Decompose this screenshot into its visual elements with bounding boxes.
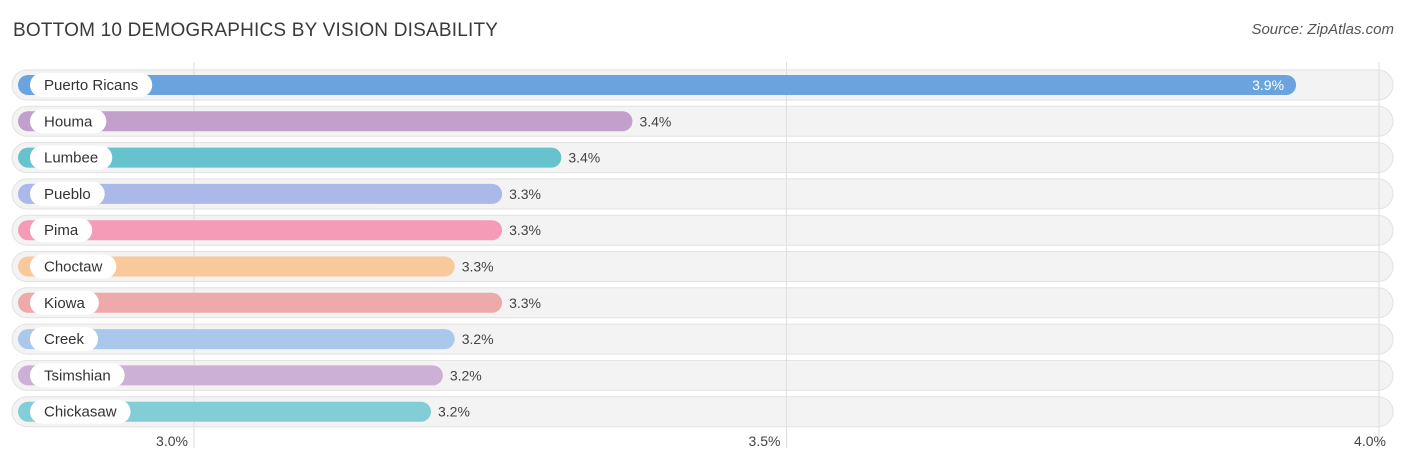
category-label: Puerto Ricans xyxy=(44,77,138,94)
bar-group: Houma 3.4% xyxy=(18,109,671,134)
bar xyxy=(18,147,562,168)
category-label-pill xyxy=(30,399,131,424)
category-label: Pueblo xyxy=(44,186,91,203)
value-label: 3.4% xyxy=(639,113,671,129)
x-tick-label: 3.5% xyxy=(749,433,781,449)
bar-group: Kiowa 3.3% xyxy=(18,290,541,315)
chart-source: Source: ZipAtlas.com xyxy=(1251,21,1394,38)
bar xyxy=(18,365,443,386)
category-label: Chickasaw xyxy=(44,404,117,421)
category-label: Pima xyxy=(44,222,79,239)
category-label: Lumbee xyxy=(44,150,98,167)
bar xyxy=(18,292,503,313)
category-label: Choctaw xyxy=(44,259,103,276)
category-label: Houma xyxy=(44,113,93,130)
category-label-pill xyxy=(30,254,117,279)
category-label-pill xyxy=(30,73,153,97)
bar-group: Pima 3.3% xyxy=(18,218,541,243)
bar-group: Creek 3.2% xyxy=(18,327,494,352)
bar xyxy=(18,183,503,204)
category-label-pill xyxy=(30,327,99,352)
bar-group: Pueblo 3.3% xyxy=(18,181,541,206)
value-label: 3.3% xyxy=(509,295,541,311)
category-label-pill xyxy=(30,145,113,170)
category-label-pill xyxy=(30,290,99,315)
bar-group: Lumbee 3.4% xyxy=(18,145,600,170)
value-label: 3.2% xyxy=(438,404,470,420)
bar xyxy=(18,329,455,350)
category-label: Kiowa xyxy=(44,295,86,312)
bar-group: Choctaw 3.3% xyxy=(18,254,494,279)
value-label: 3.2% xyxy=(462,331,494,347)
category-label-pill xyxy=(30,218,93,243)
bar-group: Chickasaw 3.2% xyxy=(18,399,470,424)
category-label-pill xyxy=(30,363,125,388)
bar xyxy=(18,111,633,132)
bar xyxy=(18,220,503,241)
bar-group: Tsimshian 3.2% xyxy=(18,363,482,388)
bar xyxy=(18,256,455,277)
category-label-pill xyxy=(30,181,105,206)
category-label-pill xyxy=(30,109,107,134)
bar xyxy=(18,75,1297,95)
x-tick-label: 3.0% xyxy=(156,433,188,449)
value-label: 3.2% xyxy=(450,367,482,383)
value-label: 3.4% xyxy=(568,150,600,166)
value-label: 3.3% xyxy=(509,222,541,238)
value-label: 3.3% xyxy=(509,186,541,202)
value-label: 3.9% xyxy=(1252,77,1284,93)
bar-group: Puerto Ricans 3.9% xyxy=(18,73,1297,97)
chart-title: BOTTOM 10 DEMOGRAPHICS BY VISION DISABIL… xyxy=(13,20,499,41)
category-label: Creek xyxy=(44,331,85,348)
category-label: Tsimshian xyxy=(44,367,111,384)
x-tick-label: 4.0% xyxy=(1354,433,1386,449)
value-label: 3.3% xyxy=(462,259,494,275)
